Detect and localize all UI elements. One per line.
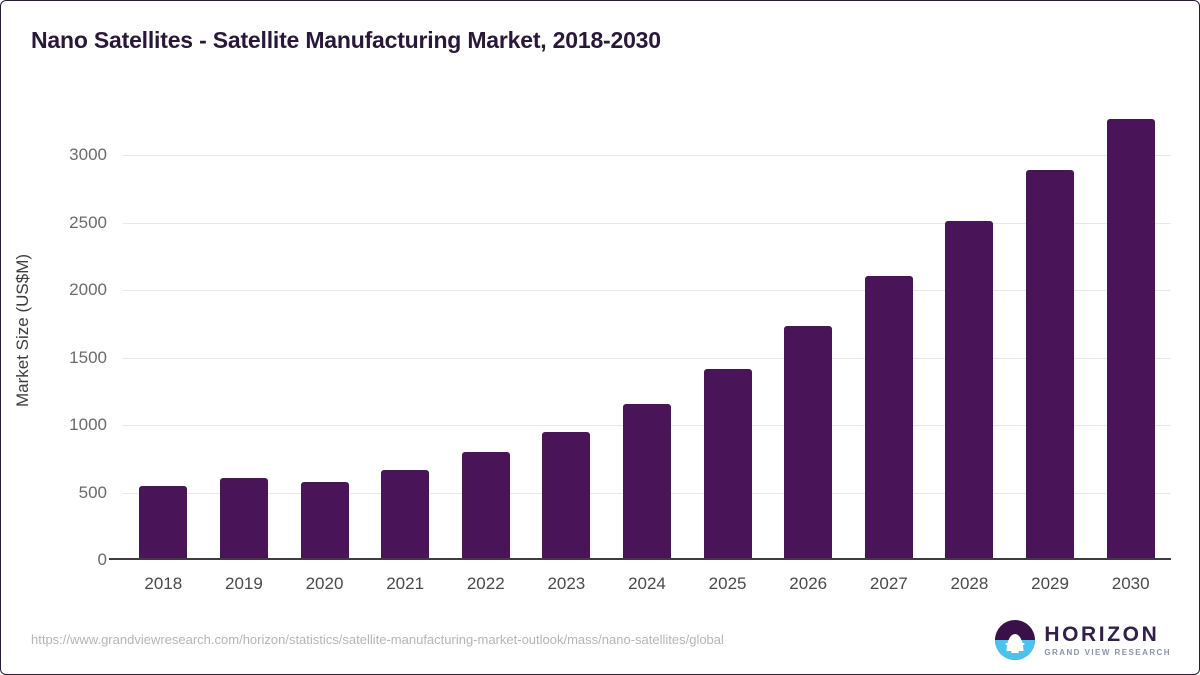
gridline	[123, 155, 1171, 156]
bar-2025[interactable]	[703, 368, 752, 560]
bar-slot	[123, 101, 204, 560]
bar-2019[interactable]	[219, 478, 268, 560]
bar-slot	[1010, 101, 1091, 560]
bar-slot	[204, 101, 285, 560]
logo-text: HORIZON GRAND VIEW RESEARCH	[1044, 624, 1171, 657]
horizon-sun-circle-icon	[995, 620, 1036, 660]
x-tick-slot: 2029	[1010, 560, 1091, 600]
bar-2027[interactable]	[864, 275, 913, 560]
x-axis-tick-label: 2020	[305, 574, 344, 593]
x-axis-tick-label: 2025	[708, 574, 747, 593]
y-axis-tick-label: 2000	[69, 280, 107, 299]
x-tick-slot: 2018	[123, 560, 204, 600]
x-tick-slot: 2025	[687, 560, 768, 600]
x-axis-tick-label: 2024	[628, 574, 666, 593]
x-axis-tick-label: 2030	[1111, 574, 1150, 593]
x-tick-slot: 2023	[526, 560, 607, 600]
y-axis-tick-label: 500	[78, 482, 107, 502]
bar-2022[interactable]	[461, 452, 510, 560]
bar-2018[interactable]	[139, 485, 188, 560]
x-tick-slot: 2019	[204, 560, 285, 600]
bar-slot	[284, 101, 365, 560]
y-axis-tick-label: 2500	[69, 212, 107, 232]
source-url[interactable]: https://www.grandviewresearch.com/horizo…	[31, 632, 724, 647]
gridline	[123, 222, 1171, 224]
bar-slot	[768, 101, 849, 560]
x-axis-tick-label: 2028	[950, 574, 989, 593]
x-axis-line-cap	[109, 558, 123, 560]
x-tick-slot: 2028	[929, 560, 1010, 600]
gridline	[123, 357, 1171, 359]
logo-ray-3	[1011, 650, 1020, 653]
bar-2026[interactable]	[784, 326, 833, 560]
bar-2029[interactable]	[1026, 169, 1075, 560]
x-tick-slot: 2024	[607, 560, 688, 600]
x-axis-tick-labels: 2018 2019 2020 2021 2022 2023 2024 2025 2026 2027…	[123, 560, 1171, 600]
logo-tagline: GRAND VIEW RESEARCH	[1044, 647, 1171, 657]
logo-wordmark: HORIZON	[1044, 622, 1160, 646]
x-axis-tick-label: 2023	[547, 574, 586, 593]
bar-slot	[445, 101, 526, 560]
y-axis-tick-label: 1500	[69, 347, 107, 367]
x-tick-slot: 2022	[445, 560, 526, 600]
y-axis-label: Market Size (US$M)	[13, 253, 32, 407]
horizon-logo: HORIZON GRAND VIEW RESEARCH	[995, 620, 1171, 660]
x-axis-tick-label: 2026	[789, 574, 828, 593]
bar-slot	[526, 101, 607, 560]
x-axis-tick-label: 2018	[144, 574, 183, 593]
x-tick-slot: 2021	[365, 560, 446, 600]
x-tick-slot: 2026	[768, 560, 849, 600]
page-title: Nano Satellites - Satellite Manufacturin…	[31, 27, 661, 53]
x-axis-tick-label: 2021	[386, 574, 425, 593]
bar-2028[interactable]	[945, 221, 994, 560]
chart-footer: https://www.grandviewresearch.com/horizo…	[1, 606, 1199, 674]
bar-slot	[849, 101, 930, 560]
x-tick-slot: 2027	[849, 560, 930, 600]
x-tick-slot: 2030	[1090, 560, 1171, 600]
logo-sun-shape	[1006, 633, 1024, 651]
x-axis-line	[123, 558, 1171, 560]
bar-slot	[607, 101, 688, 560]
bar-2024[interactable]	[622, 404, 671, 560]
x-tick-slot: 2020	[284, 560, 365, 600]
bar-2020[interactable]	[300, 481, 349, 560]
logo-ray-2	[1008, 646, 1022, 649]
x-axis-tick-label: 2022	[466, 574, 505, 593]
logo-ray-1	[1005, 642, 1025, 645]
y-axis-tick-label: 1000	[69, 415, 107, 434]
bar-2030[interactable]	[1106, 118, 1155, 560]
bar-slot	[365, 101, 446, 560]
gridline	[123, 290, 1171, 291]
x-axis-tick-label: 2019	[224, 574, 263, 593]
bar-2021[interactable]	[381, 469, 430, 560]
plot-area: 2018 2019 2020 2021 2022 2023 2024 2025 2026 2027…	[109, 101, 1171, 593]
bar-slot	[929, 101, 1010, 560]
bar-2023[interactable]	[542, 431, 591, 560]
x-axis-tick-label: 2027	[869, 574, 908, 593]
x-axis-tick-label: 2029	[1031, 574, 1069, 593]
y-axis-tick-label: 3000	[69, 145, 107, 164]
bar-slot	[687, 101, 768, 560]
y-axis-tick-label: 0	[97, 550, 107, 569]
bar-slot	[1090, 101, 1171, 560]
bar-series	[123, 101, 1171, 560]
